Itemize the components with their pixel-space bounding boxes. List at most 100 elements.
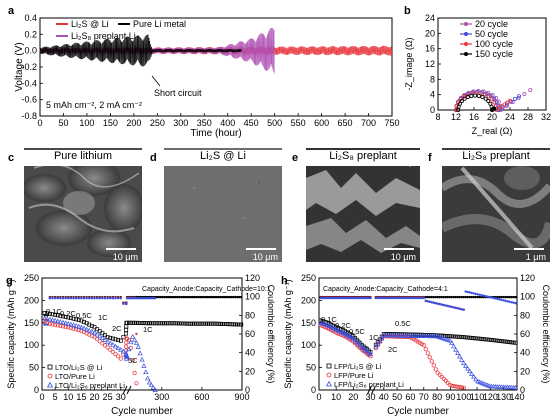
capacity-point <box>469 335 474 340</box>
y-tick-label: 16 <box>425 44 435 54</box>
efficiency-point <box>72 297 75 300</box>
capacity-point <box>58 313 63 318</box>
capacity-point <box>47 316 53 322</box>
panel-d-sem-image: Li₂S @ Li 10 μm <box>164 148 282 262</box>
capacity-point <box>108 347 113 352</box>
efficiency-point <box>378 296 382 300</box>
efficiency-point <box>64 297 67 300</box>
x-tick-label: 28 <box>523 112 533 122</box>
efficiency-point <box>478 293 481 296</box>
efficiency-point <box>125 302 128 306</box>
efficiency-point <box>446 295 449 299</box>
x-tick-label: 150 <box>103 118 118 128</box>
efficiency-point <box>131 297 134 300</box>
capacity-point <box>95 337 100 342</box>
capacity-point <box>457 353 463 359</box>
efficiency-point <box>135 332 138 336</box>
y-tick-label: 0.4 <box>24 13 37 23</box>
efficiency-point <box>460 295 463 299</box>
efficiency-point <box>474 292 477 296</box>
capacity-point <box>92 325 97 330</box>
efficiency-point <box>376 296 380 300</box>
capacity-point <box>110 336 115 341</box>
y-tick-label: 250 <box>301 273 316 283</box>
efficiency-point <box>476 295 479 299</box>
capacity-point <box>473 336 478 341</box>
efficiency-point <box>119 297 122 300</box>
capacity-point <box>443 378 448 383</box>
efficiency-point <box>514 295 517 299</box>
capacity-point <box>91 329 98 335</box>
efficiency-point <box>116 297 120 300</box>
panel-c-title: Pure lithium <box>24 150 142 166</box>
panel-a-legend: Li₂S @ Li Pure Li metal Li₂S₈ preplant L… <box>56 19 186 41</box>
capacity-point <box>487 337 492 342</box>
x-tick-label: 20 <box>487 112 497 122</box>
nyquist-point <box>500 105 505 110</box>
x-tick-label: 20 <box>348 392 358 402</box>
efficiency-point <box>88 297 91 300</box>
y2-tick-label: 120 <box>520 273 535 283</box>
efficiency-point <box>426 300 429 303</box>
x-tick-label: 700 <box>361 118 376 128</box>
nyquist-point <box>508 98 513 103</box>
capacity-point <box>61 314 65 319</box>
efficiency-point <box>200 295 204 299</box>
capacity-point <box>471 373 477 379</box>
efficiency-point <box>138 297 142 300</box>
efficiency-point <box>508 300 511 303</box>
x-tick-label: 12 <box>451 112 461 122</box>
capacity-point <box>491 338 496 343</box>
capacity-point <box>507 340 512 345</box>
capacity-point <box>63 320 69 326</box>
efficiency-point <box>196 295 200 299</box>
capacity-point <box>493 338 498 343</box>
efficiency-point <box>484 295 487 298</box>
y2-tick-label: 60 <box>520 329 530 339</box>
efficiency-point <box>448 305 451 308</box>
efficiency-point <box>161 295 164 299</box>
efficiency-point <box>350 296 353 300</box>
capacity-point <box>483 381 489 387</box>
efficiency-point <box>333 296 336 300</box>
panel-h-ratio: Capacity_Anode:Capacity_Cathode=4:1 <box>323 286 448 293</box>
x-tick-label: 100 <box>79 118 94 128</box>
panel-h-ylabel: Specific capacity (mAh g⁻¹) <box>283 279 293 388</box>
efficiency-point <box>206 295 209 299</box>
efficiency-point <box>239 295 243 299</box>
efficiency-point <box>480 295 483 299</box>
efficiency-point <box>365 296 369 300</box>
capacity-point <box>485 337 490 342</box>
x-tick-label: 110 <box>470 392 484 402</box>
capacity-point <box>359 344 365 349</box>
capacity-point <box>475 336 480 341</box>
capacity-point <box>467 335 472 340</box>
capacity-point <box>137 350 143 356</box>
capacity-point <box>421 343 426 348</box>
efficiency-point <box>402 296 405 300</box>
capacity-point <box>50 312 55 317</box>
efficiency-point <box>436 295 439 299</box>
panel-a-label: a <box>8 5 15 17</box>
panel-h-xlabel: Cycle number <box>387 406 449 417</box>
capacity-point <box>366 350 372 355</box>
legend-marker <box>47 373 53 379</box>
efficiency-point <box>343 296 346 300</box>
capacity-point <box>55 318 61 324</box>
efficiency-point <box>163 295 166 299</box>
y-tick-label: 50 <box>29 363 39 373</box>
capacity-point <box>465 365 471 371</box>
efficiency-point <box>152 297 155 300</box>
y-tick-label: 100 <box>301 340 316 350</box>
nyquist-point <box>512 96 517 101</box>
efficiency-point <box>380 296 384 300</box>
panel-c-scale-bar <box>106 248 136 250</box>
panel-f-scale-label: 1 μm <box>525 252 546 262</box>
efficiency-point <box>90 297 94 300</box>
efficiency-point <box>374 296 378 300</box>
efficiency-point <box>510 301 513 304</box>
capacity-point <box>375 341 381 346</box>
efficiency-point <box>466 295 469 299</box>
